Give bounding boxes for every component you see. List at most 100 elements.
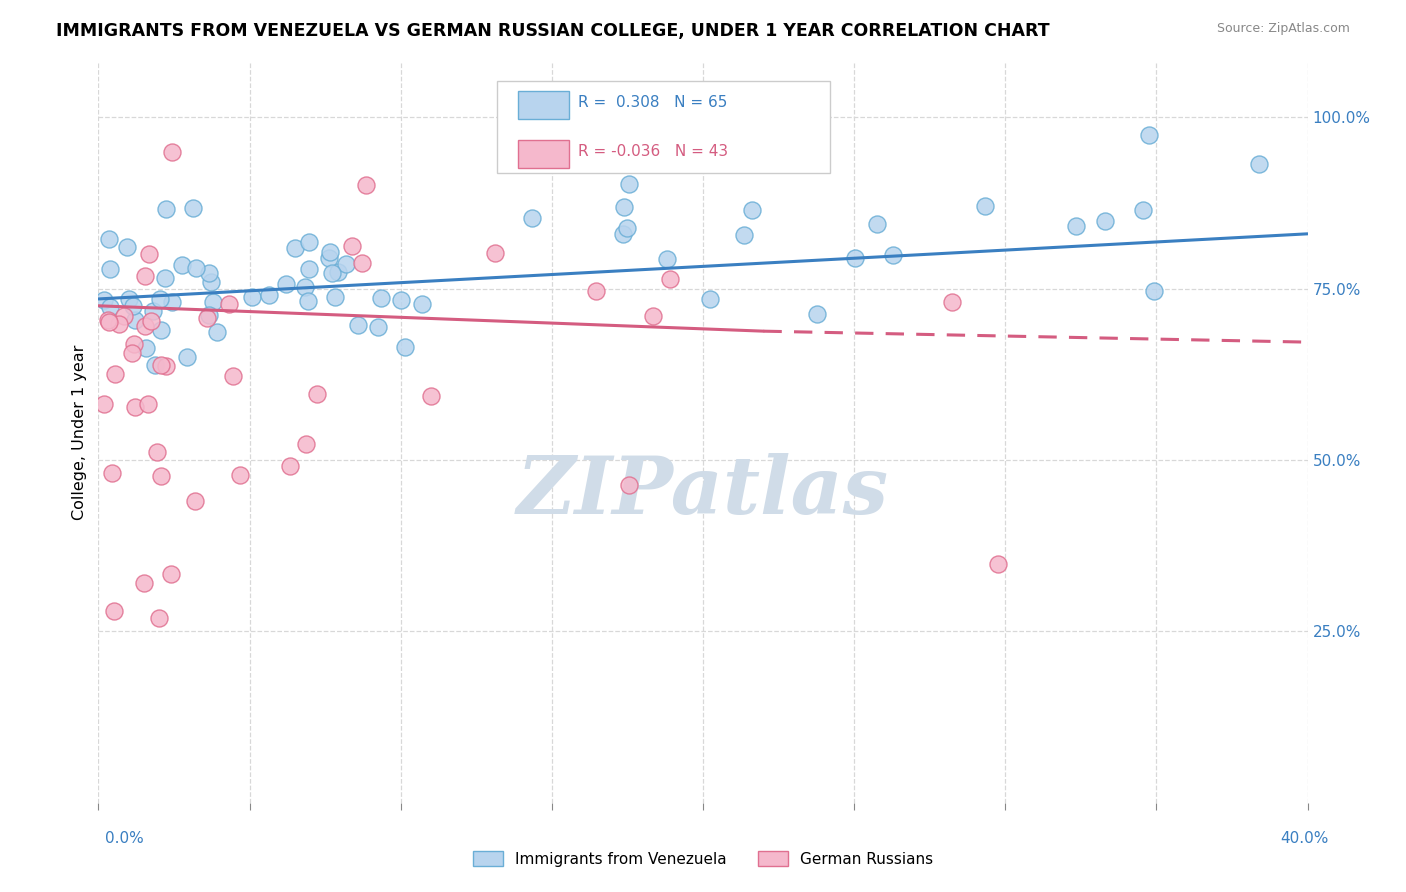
Point — [612, 227, 634, 241]
Point — [202, 295, 225, 310]
Point — [170, 258, 193, 272]
Point — [197, 266, 219, 280]
Point — [616, 221, 638, 235]
Y-axis label: College, Under 1 year: College, Under 1 year — [72, 345, 87, 520]
Point — [124, 313, 146, 327]
Point — [98, 315, 121, 329]
Point — [112, 310, 135, 324]
Bar — [517, 91, 569, 119]
Point — [143, 359, 166, 373]
Point — [294, 437, 316, 451]
Point — [160, 145, 183, 159]
Text: R = -0.036   N = 43: R = -0.036 N = 43 — [578, 145, 728, 160]
Text: 0.0%: 0.0% — [105, 831, 145, 846]
Point — [134, 318, 156, 333]
Point — [228, 468, 250, 483]
Point — [149, 358, 172, 372]
Point — [520, 211, 543, 225]
Point — [733, 227, 755, 242]
Point — [221, 369, 243, 384]
Point — [122, 337, 145, 351]
Point — [294, 280, 316, 294]
Point — [987, 558, 1010, 572]
Point — [103, 604, 125, 618]
Point — [184, 494, 207, 508]
Point — [941, 295, 963, 310]
Point — [93, 397, 115, 411]
Point — [298, 235, 321, 250]
Point — [340, 239, 363, 253]
Point — [97, 313, 120, 327]
Point — [124, 400, 146, 414]
Point — [153, 271, 176, 285]
Point — [122, 299, 145, 313]
Point — [159, 567, 181, 582]
Point — [104, 367, 127, 381]
Point — [274, 277, 297, 291]
Point — [108, 317, 131, 331]
Point — [117, 293, 139, 307]
Point — [297, 293, 319, 308]
Point — [298, 261, 321, 276]
Point — [98, 232, 121, 246]
Point — [321, 266, 343, 280]
Point — [643, 309, 665, 323]
Point — [100, 300, 122, 314]
Point — [257, 287, 280, 301]
Point — [149, 323, 172, 337]
Point — [132, 576, 155, 591]
Point — [162, 294, 184, 309]
Point — [98, 262, 121, 277]
Text: IMMIGRANTS FROM VENEZUELA VS GERMAN RUSSIAN COLLEGE, UNDER 1 YEAR CORRELATION CH: IMMIGRANTS FROM VENEZUELA VS GERMAN RUSS… — [56, 22, 1050, 40]
Point — [367, 320, 389, 334]
Point — [240, 290, 263, 304]
Point — [659, 272, 682, 286]
Point — [617, 478, 640, 492]
Point — [319, 245, 342, 260]
Point — [155, 359, 177, 374]
Point — [149, 292, 172, 306]
Point — [134, 268, 156, 283]
Point — [139, 314, 162, 328]
Point — [135, 341, 157, 355]
Point — [115, 240, 138, 254]
Point — [148, 610, 170, 624]
Point — [186, 260, 208, 275]
Point — [280, 459, 302, 474]
Point — [1137, 128, 1160, 142]
Point — [145, 445, 167, 459]
Point — [1247, 157, 1270, 171]
Text: 40.0%: 40.0% — [1281, 831, 1329, 846]
Point — [741, 203, 763, 218]
Point — [138, 247, 160, 261]
Text: R =  0.308   N = 65: R = 0.308 N = 65 — [578, 95, 728, 110]
Point — [411, 297, 433, 311]
Point — [1094, 213, 1116, 227]
Point — [484, 245, 506, 260]
Point — [176, 350, 198, 364]
Text: ZIPatlas: ZIPatlas — [517, 453, 889, 531]
Point — [197, 308, 219, 322]
Point — [844, 251, 866, 265]
Point — [1132, 202, 1154, 217]
Point — [806, 307, 828, 321]
Point — [183, 201, 205, 215]
Point — [617, 177, 640, 191]
Point — [370, 291, 392, 305]
Point — [354, 178, 377, 192]
Point — [205, 325, 228, 339]
Point — [419, 389, 441, 403]
Point — [284, 241, 307, 255]
Point — [136, 397, 159, 411]
Point — [865, 217, 887, 231]
Point — [142, 304, 165, 318]
Point — [585, 284, 607, 298]
Point — [335, 257, 357, 271]
Point — [394, 340, 416, 354]
Point — [218, 297, 240, 311]
Point — [389, 293, 412, 307]
Point — [1064, 219, 1087, 234]
FancyBboxPatch shape — [498, 81, 830, 173]
Point — [101, 466, 124, 480]
Point — [93, 293, 115, 307]
